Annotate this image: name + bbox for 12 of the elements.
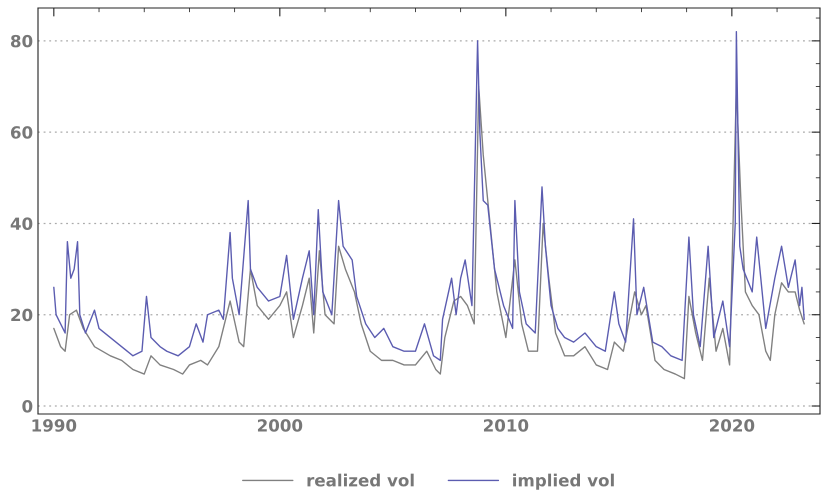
- y-tick-label: 0: [22, 400, 32, 413]
- y-tick-label: 40: [10, 217, 32, 230]
- x-tick-label: 2020: [710, 419, 754, 432]
- y-tick-label: 60: [10, 126, 32, 139]
- x-tick-label: 2000: [258, 419, 302, 432]
- legend-label: realized vol: [308, 474, 414, 487]
- line-series: [53, 31, 805, 362]
- legend-label: implied vol: [513, 474, 614, 490]
- y-tick-label: 80: [10, 34, 32, 48]
- x-tick-label: 2010: [484, 419, 528, 432]
- y-tick-label: 20: [11, 308, 32, 322]
- x-tick-label: 1990: [32, 419, 76, 432]
